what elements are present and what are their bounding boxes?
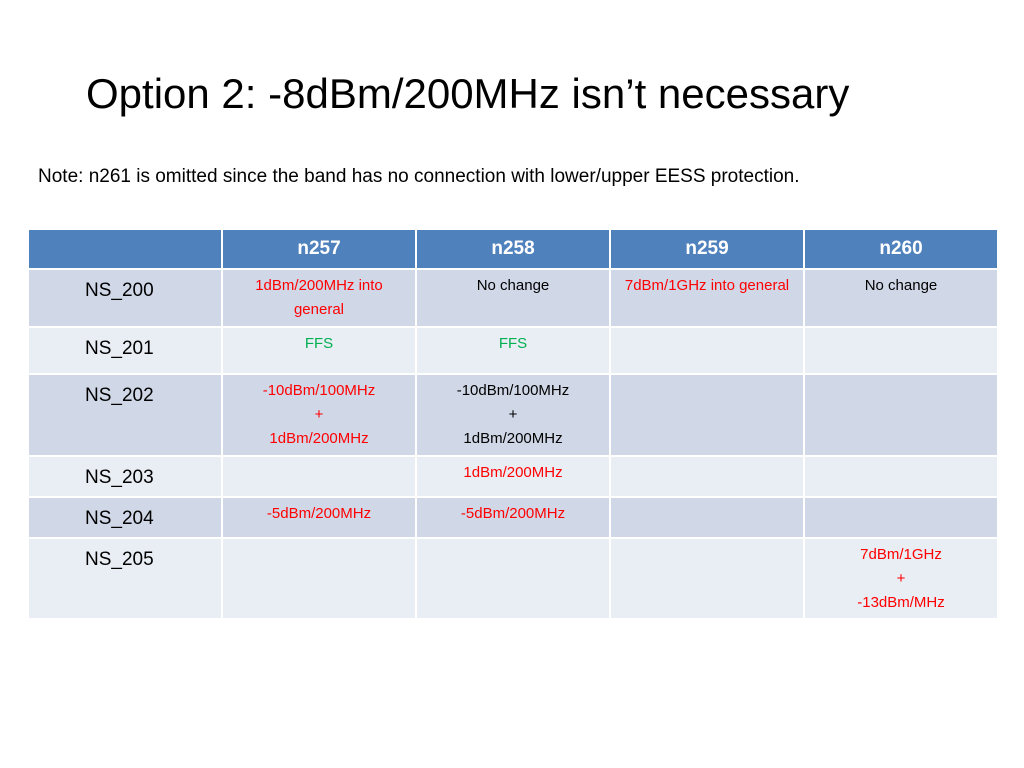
row-label: NS_201 [27,326,223,375]
table-cell: 7dBm/1GHz into general [609,268,805,328]
table-cell: FFS [415,326,611,375]
header-cell [27,228,223,270]
table-cell: -5dBm/200MHz [221,496,417,539]
table-row: NS_203 1dBm/200MHz [27,455,999,498]
table-cell [609,326,805,375]
table-row: NS_205 7dBm/1GHz + -13dBm/MHz [27,537,999,620]
row-label: NS_203 [27,455,223,498]
table-cell [803,455,999,498]
table-cell: 7dBm/1GHz + -13dBm/MHz [803,537,999,620]
table-cell: -10dBm/100MHz + 1dBm/200MHz [415,373,611,457]
row-label: NS_202 [27,373,223,457]
row-label: NS_200 [27,268,223,328]
header-cell: n259 [609,228,805,270]
table-row: NS_204 -5dBm/200MHz -5dBm/200MHz [27,496,999,539]
table-cell [221,455,417,498]
slide-title: Option 2: -8dBm/200MHz isn’t necessary [86,70,850,117]
table-row: NS_201 FFS FFS [27,326,999,375]
table-cell [609,537,805,620]
header-cell: n258 [415,228,611,270]
header-row: n257 n258 n259 n260 [27,228,999,270]
table: n257 n258 n259 n260 NS_200 1dBm/200MHz into … [27,228,999,620]
table-row: NS_200 1dBm/200MHz into general No change 7… [27,268,999,328]
table-cell: FFS [221,326,417,375]
table-row: NS_202 -10dBm/100MHz + 1dBm/200MHz -10dBm/… [27,373,999,457]
table-cell: -10dBm/100MHz + 1dBm/200MHz [221,373,417,457]
table-cell: No change [415,268,611,328]
table-cell: No change [803,268,999,328]
row-label: NS_204 [27,496,223,539]
table-cell [609,373,805,457]
note: Note: n261 is omitted since the band has… [38,166,800,187]
header-cell: n260 [803,228,999,270]
header-cell: n257 [221,228,417,270]
row-label: NS_205 [27,537,223,620]
table-cell: 1dBm/200MHz into general [221,268,417,328]
table-cell [803,326,999,375]
table-cell: -5dBm/200MHz [415,496,611,539]
table-cell [415,537,611,620]
table-cell [221,537,417,620]
table-cell [803,373,999,457]
table-cell [609,455,805,498]
table-cell [803,496,999,539]
table-cell: 1dBm/200MHz [415,455,611,498]
table-cell [609,496,805,539]
